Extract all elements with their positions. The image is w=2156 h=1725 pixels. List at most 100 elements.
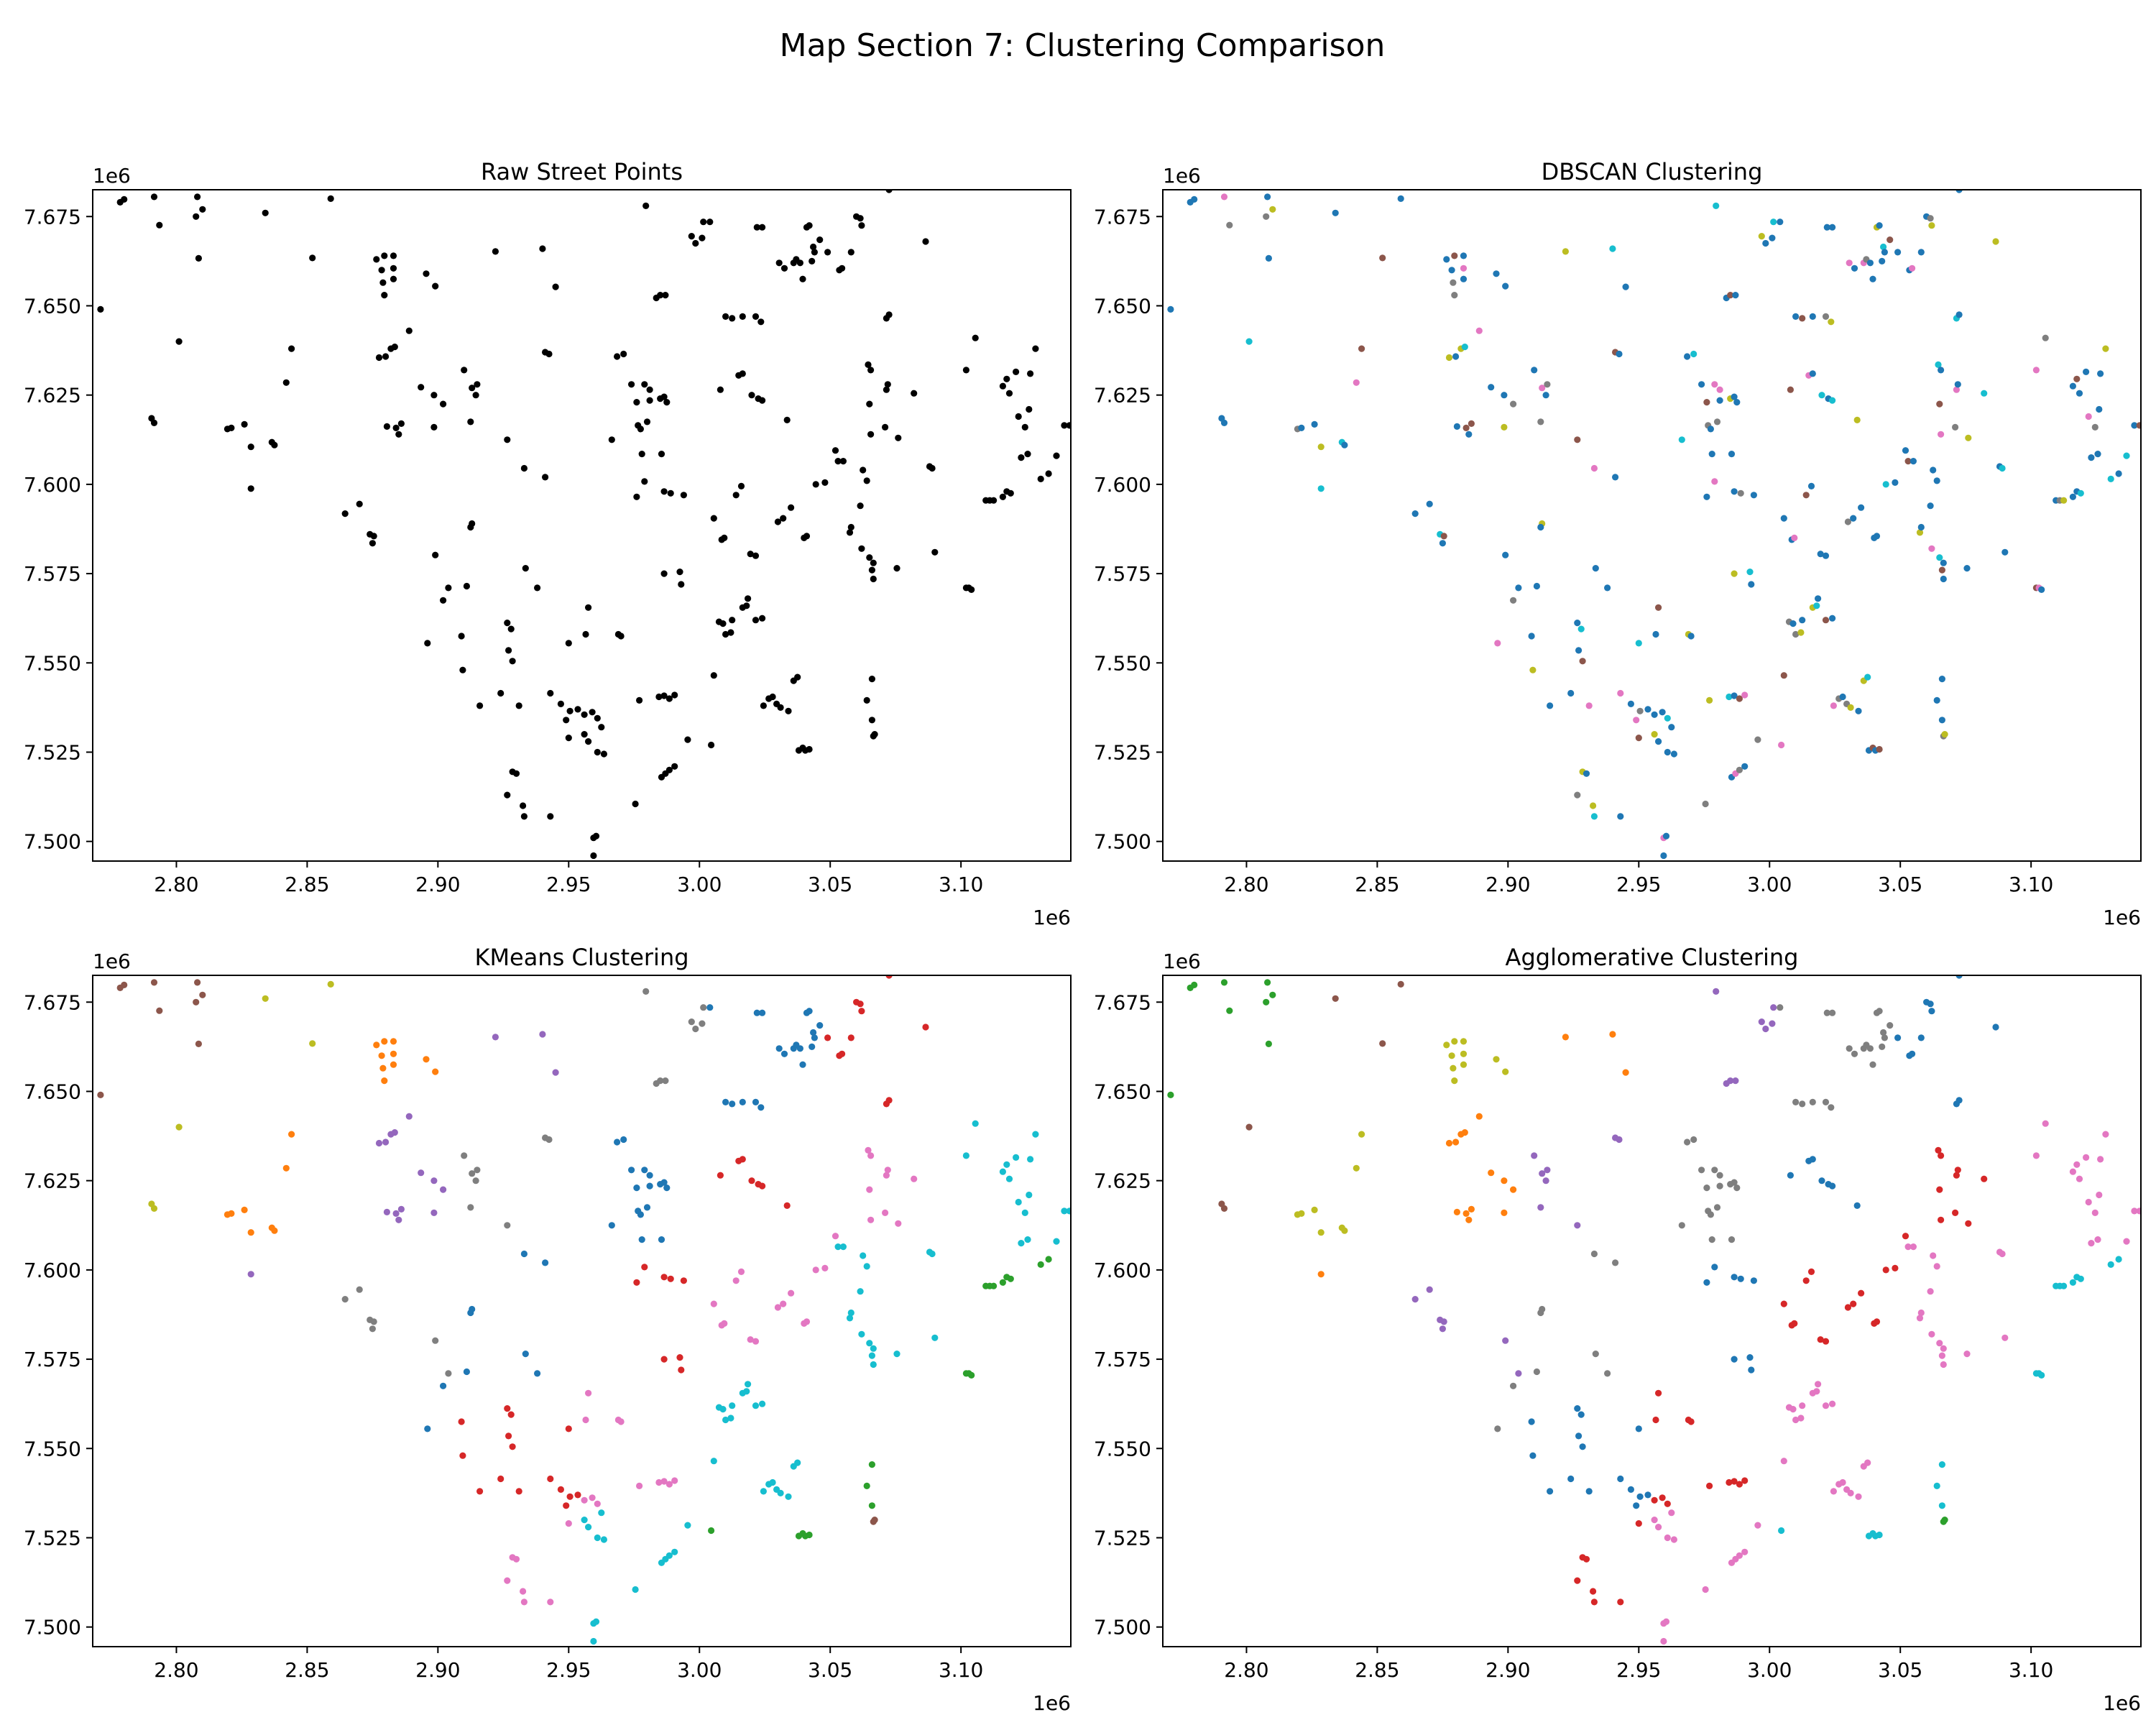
- data-point: [858, 222, 865, 229]
- data-point: [1778, 1527, 1785, 1535]
- data-point: [847, 523, 854, 531]
- data-point: [1839, 693, 1846, 701]
- data-point: [474, 381, 481, 388]
- data-point: [1770, 218, 1777, 226]
- data-point: [1822, 313, 1830, 320]
- data-point: [1493, 270, 1500, 277]
- data-point: [1032, 345, 1039, 352]
- data-point: [1426, 1286, 1433, 1293]
- data-point: [1453, 423, 1460, 431]
- data-point: [1451, 252, 1458, 259]
- data-point: [156, 1007, 163, 1014]
- data-point: [1651, 1496, 1658, 1504]
- data-point: [565, 1425, 572, 1432]
- data-point: [1358, 345, 1365, 352]
- data-point: [590, 852, 597, 860]
- data-point: [327, 980, 334, 988]
- data-point: [1652, 630, 1659, 638]
- y-tick-label: 7.525: [24, 740, 81, 764]
- data-point: [1263, 998, 1270, 1006]
- data-point: [808, 257, 816, 264]
- data-point: [858, 1330, 865, 1338]
- y-tick-label: 7.575: [1094, 1348, 1151, 1371]
- data-point: [1460, 252, 1468, 259]
- data-point: [1397, 195, 1404, 202]
- data-point: [2085, 413, 2092, 420]
- data-point: [397, 1205, 405, 1213]
- data-point: [1627, 700, 1634, 708]
- data-point: [633, 399, 640, 406]
- data-point: [658, 1236, 665, 1243]
- data-point: [1846, 259, 1853, 267]
- data-point: [834, 1243, 842, 1251]
- data-point: [1711, 1264, 1718, 1271]
- data-point: [893, 1351, 900, 1358]
- data-point: [520, 1588, 527, 1595]
- data-point: [369, 540, 377, 547]
- data-point: [382, 353, 390, 360]
- data-point: [684, 1522, 691, 1529]
- data-point: [1226, 221, 1233, 229]
- data-point: [2069, 382, 2076, 390]
- data-point: [1332, 209, 1339, 216]
- data-point: [839, 1050, 846, 1057]
- data-point: [1542, 392, 1549, 399]
- data-point: [1461, 344, 1468, 351]
- subplot-dbscan: DBSCAN Clustering 2.80 2.85 2.90 2.95 3.00 3.0…: [1094, 158, 2142, 929]
- data-point: [469, 1170, 476, 1177]
- data-point: [1727, 292, 1734, 299]
- data-point: [430, 1209, 438, 1216]
- data-point: [520, 464, 528, 472]
- data-point: [262, 209, 269, 216]
- data-point: [1830, 702, 1837, 709]
- data-point: [722, 1098, 729, 1105]
- data-point: [390, 1061, 397, 1068]
- data-point: [565, 1520, 572, 1527]
- data-point: [262, 995, 269, 1002]
- data-point: [1876, 1531, 1883, 1539]
- data-point: [752, 617, 760, 624]
- y-tick-label: 7.500: [24, 830, 81, 854]
- data-point: [600, 1536, 608, 1543]
- data-point: [1780, 672, 1787, 679]
- data-point: [405, 327, 413, 334]
- data-point: [598, 1509, 605, 1517]
- x-tick-label: 3.00: [1747, 873, 1792, 896]
- subplot-grid: Raw Street Points 2.80 2.85 2.90 2.95 3.00 3.0…: [24, 158, 2142, 1715]
- data-point: [512, 770, 520, 777]
- data-point: [2060, 1282, 2068, 1289]
- data-point: [824, 249, 831, 256]
- data-point: [760, 1488, 767, 1495]
- data-point: [660, 570, 668, 577]
- kmeans-y-offset-label: 1e6: [93, 949, 131, 973]
- data-point: [2131, 1208, 2138, 1215]
- data-point: [1731, 570, 1738, 577]
- y-tick-label: 7.675: [24, 990, 81, 1014]
- data-point: [641, 1264, 648, 1271]
- data-point: [1847, 1489, 1854, 1496]
- data-point: [1880, 243, 1887, 251]
- data-point: [655, 1478, 663, 1486]
- data-point: [467, 523, 474, 531]
- y-tick-label: 7.650: [1094, 294, 1151, 318]
- data-point: [1797, 1414, 1805, 1422]
- data-point: [1917, 249, 1925, 256]
- data-point: [1460, 1038, 1468, 1045]
- data-point: [1711, 478, 1718, 485]
- data-point: [1590, 813, 1598, 820]
- data-point: [1702, 800, 1709, 808]
- data-point: [563, 717, 570, 724]
- data-point: [1501, 423, 1508, 431]
- data-point: [633, 493, 640, 500]
- data-point: [1797, 629, 1805, 636]
- data-point: [432, 1068, 439, 1075]
- data-point: [1999, 464, 2006, 472]
- data-point: [1736, 695, 1743, 702]
- data-point: [1494, 1425, 1501, 1432]
- data-point: [1917, 1309, 1925, 1317]
- kmeans-points: [97, 975, 1071, 1645]
- data-point: [1864, 1459, 1871, 1466]
- data-point: [1616, 350, 1623, 358]
- data-point: [194, 979, 201, 986]
